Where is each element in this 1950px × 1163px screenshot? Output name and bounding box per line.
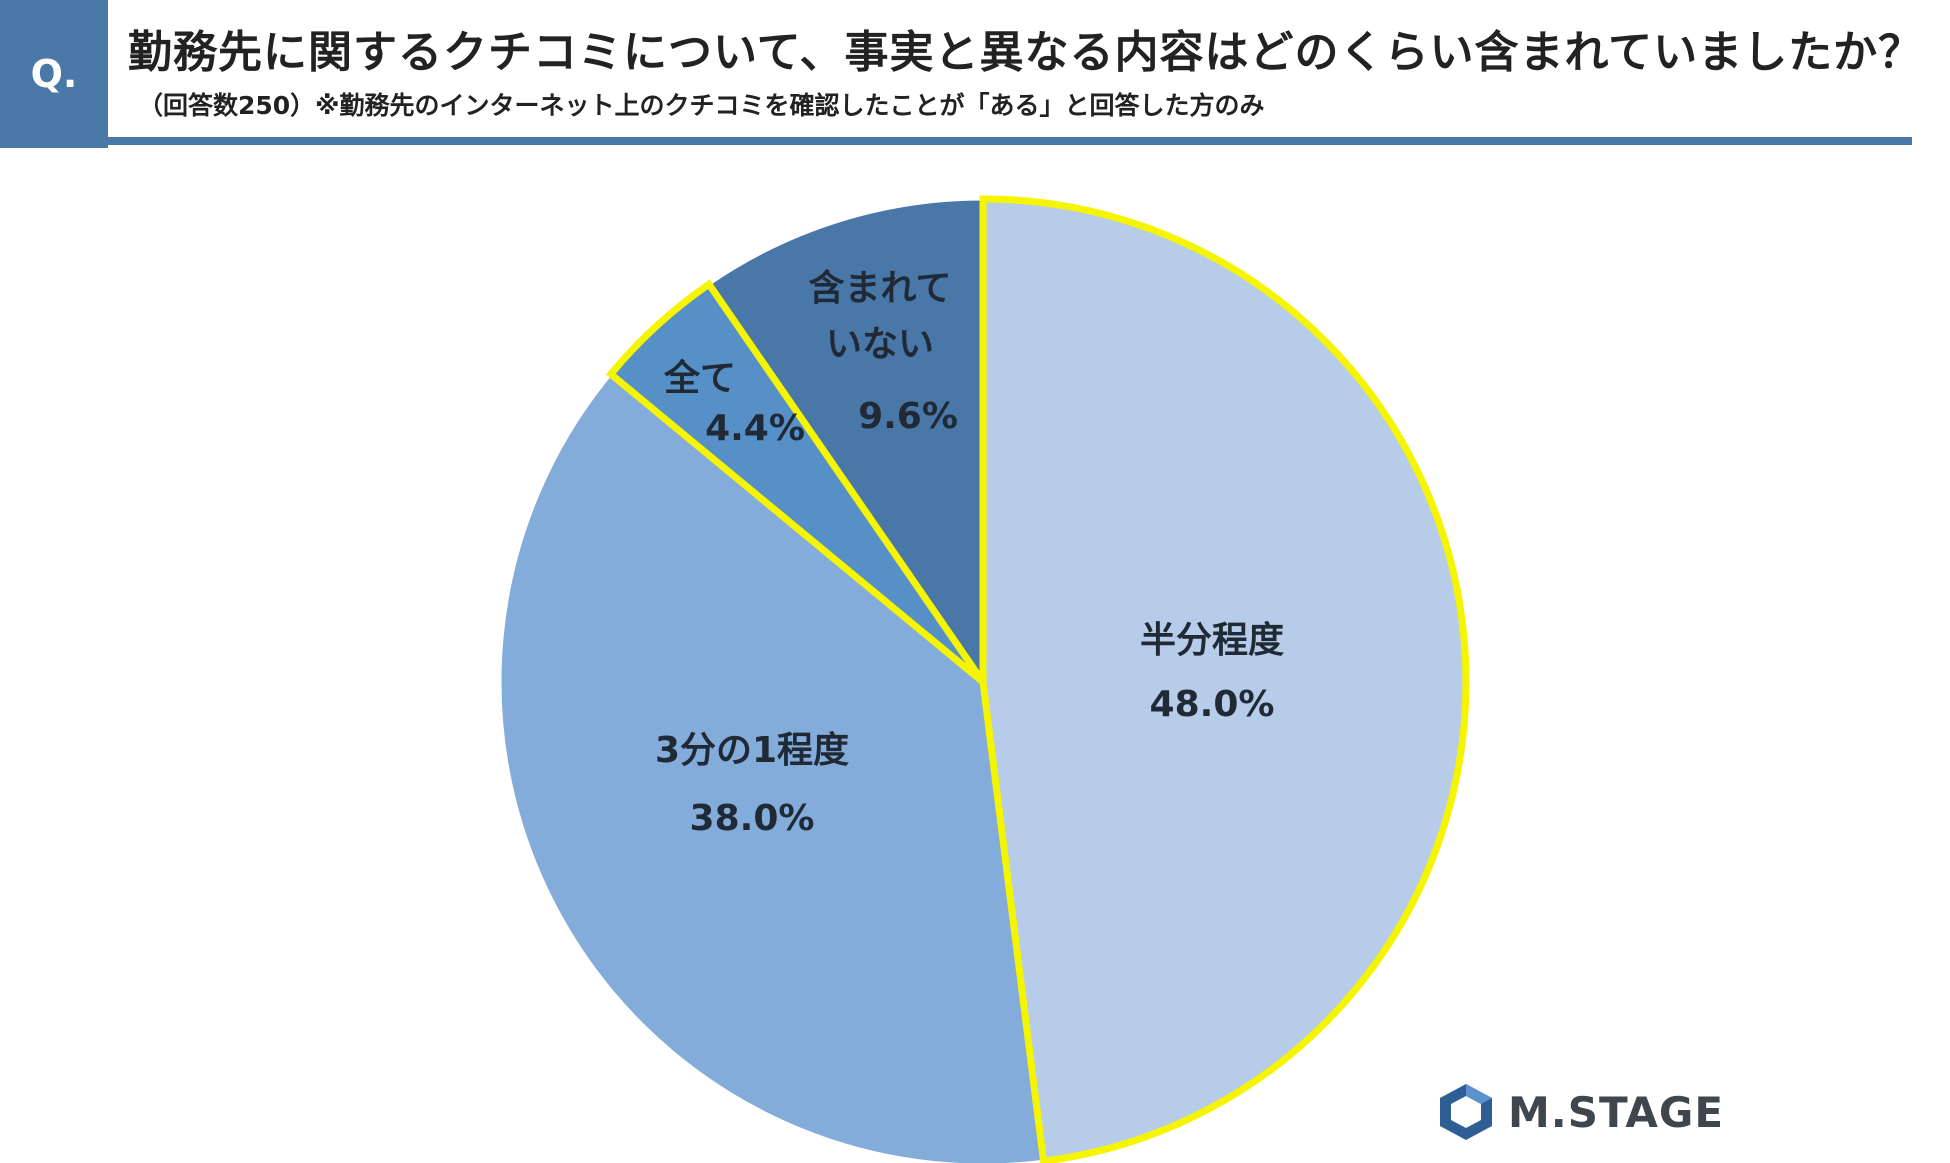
slice-half [981,197,1468,1163]
slice-none [707,197,985,684]
header-divider [0,137,1912,145]
logo-text: M.STAGE [1508,1087,1725,1137]
slice-label-third-value: 38.0% [690,798,815,839]
slice-label-all-name: 全て [663,357,736,399]
slice-half-highlight [979,195,1470,1163]
slice-label-all-value: 4.4% [705,408,805,449]
pie-slices [498,197,1468,1163]
hexagon-logo-icon [1440,1084,1492,1140]
slice-label-half-value: 48.0% [1150,684,1275,725]
page-subtitle: （回答数250）※勤務先のインターネット上のクチコミを確認したことが「ある」と回… [138,91,1265,120]
slice-label-none-value: 9.6% [858,396,958,437]
pie-highlights [605,195,1470,1163]
slice-one-third [498,372,1046,1163]
slice-label-half-name: 半分程度 [1140,620,1284,661]
page-title: 勤務先に関するクチコミについて、事実と異なる内容はどのくらい含まれていましたか？ [128,27,1924,78]
slice-label-none-name-line1: 含まれて [809,268,952,309]
pie-labels: 半分程度 48.0% 3分の1程度 38.0% 全て 4.4% 含まれて いない… [655,268,1284,839]
slice-all-highlight [605,279,986,685]
slice-label-third-name: 3分の1程度 [655,730,849,771]
slice-label-none-name-line2: いない [826,324,934,365]
brand-logo: M.STAGE [1438,1082,1724,1142]
question-badge: Q. [0,0,108,148]
question-badge-text: Q. [30,52,78,96]
